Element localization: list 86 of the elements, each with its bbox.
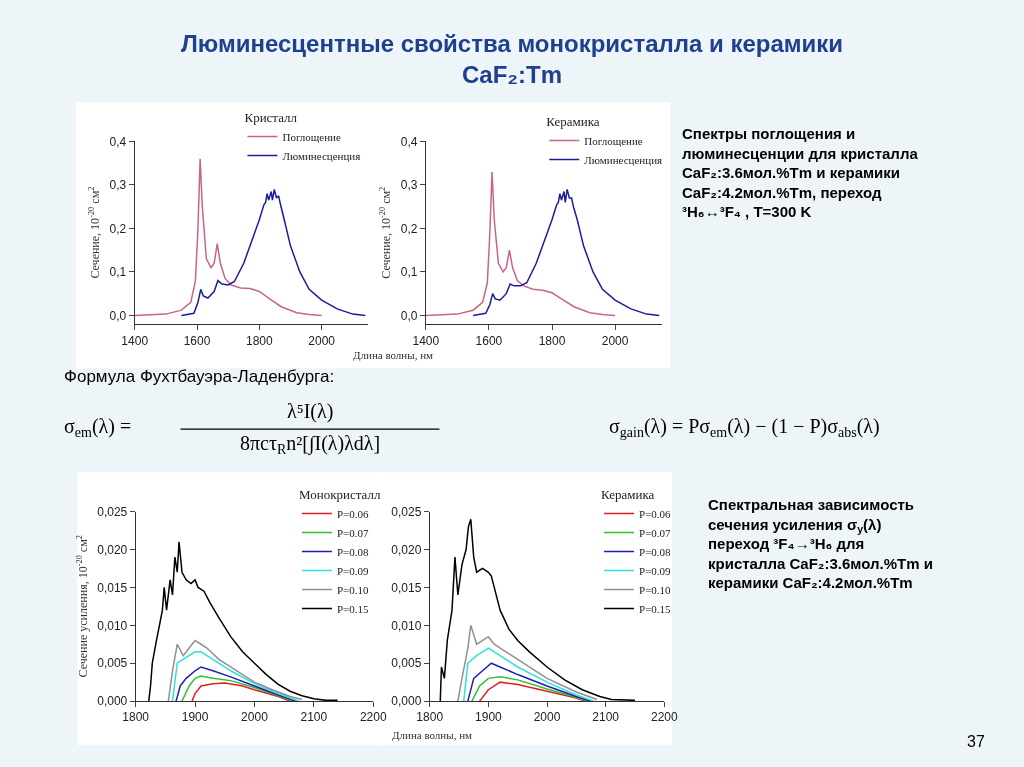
y-tick-label: 0,4 [109,134,127,149]
line-series [175,666,297,702]
y-tick-label: 0,010 [391,618,422,633]
x-tick-label: 1600 [183,333,211,348]
y-tick-label: 0,3 [400,178,418,193]
y-tick-label: 0,2 [400,221,418,236]
legend-label: P=0.10 [639,583,672,596]
x-tick-label: 2000 [308,333,336,348]
x-axis-title: Длина волны, нм [353,349,434,361]
text: λ⁵I(λ) [287,400,334,423]
y-tick-label: 0,0 [400,308,418,323]
x-tick-label: 1800 [245,333,273,348]
legend-label: Поглощение [584,134,643,147]
y-tick-label: 0,015 [97,580,128,595]
y-tick-label: 0,005 [97,656,128,671]
y-tick-label: 0,025 [391,504,422,519]
line-series [478,681,586,702]
y-tick-label: 0,3 [109,178,127,193]
text: σ$_{gain}$(λ) = Pσ$_{em}$(λ) − (1 − P)σ$_{abs}$(λ) [609,415,880,441]
x-tick-label: 2000 [241,710,269,725]
x-tick-label: 1800 [416,710,444,725]
x-tick-label: 1400 [412,333,440,348]
y-tick-label: 0,010 [97,618,128,633]
text: Спектральная зависимость сечения усиления σ$_{у}$(λ) переход ³F₄→³H₆ для кристалла CaF₂:3.6мол.%Tm и керамики CaF₂:4.2мол.%Tm [708,496,933,591]
legend-label: P=0.06 [639,507,672,520]
legend-title: Керамика [601,487,655,503]
x-tick-label: 1900 [181,710,209,725]
y-tick-label: 0,000 [97,694,128,709]
legend-label: Поглощение [282,130,341,143]
x-tick-label: 2100 [592,710,620,725]
x-tick-label: 1900 [475,710,503,725]
line-series [171,651,300,702]
text: Люминесцентные свойства монокристалла и керамики CaF₂:Tm [180,30,844,89]
line-series [467,662,592,702]
text: Формула Фухтбауэра-Ладенбурга: [64,367,335,386]
legend-label: P=0.06 [336,507,370,520]
legend-title: Керамика [546,114,600,129]
y-tick-label: 0,025 [97,504,128,519]
line-series [167,639,303,702]
y-tick-label: 0,015 [391,580,422,595]
line-series [191,682,291,702]
line-series [148,541,339,702]
legend-label: P=0.07 [336,526,370,539]
legend-label: P=0.15 [639,602,672,615]
y-tick-label: 0,020 [391,542,422,557]
line-series [439,518,636,702]
text: 8πcτ$_{R}$n²[∫I(λ)λdλ] [240,432,381,458]
line-series [181,675,294,702]
x-tick-label: 2000 [601,333,629,348]
line-series [472,188,661,317]
x-tick-label: 1600 [475,333,503,348]
legend-label: P=0.09 [639,564,672,577]
line-series [180,188,367,317]
legend-label: P=0.07 [639,526,672,539]
legend-label: Люминесценция [282,149,361,162]
y-tick-label: 0,2 [109,221,127,236]
x-tick-label: 1800 [538,333,566,348]
legend-label: P=0.08 [336,545,370,558]
legend-label: P=0.15 [336,602,370,615]
legend-label: Люминесценция [584,153,663,166]
x-tick-label: 2200 [651,710,679,725]
legend-title: Кристалл [244,110,298,126]
y-tick-label: 0,1 [109,265,127,280]
y-tick-label: 0,020 [97,542,128,557]
x-tick-label: 1800 [122,710,150,725]
legend-label: P=0.09 [336,564,370,577]
x-tick-label: 2000 [533,710,561,725]
legend-title: Монокристалл [298,487,381,503]
x-tick-label: 1400 [121,333,149,348]
line-series [457,624,598,702]
legend-label: P=0.10 [336,583,370,596]
x-tick-label: 2200 [359,710,387,725]
y-tick-label: 0,1 [400,265,418,280]
line-series [471,676,589,702]
line-series [425,171,616,317]
text: σ$_{em}$(λ) = [64,415,132,441]
text: 37 [967,733,985,750]
x-axis-title: Длина волны, нм [392,729,473,741]
line-series [462,647,595,702]
y-tick-label: 0,4 [400,134,418,149]
x-tick-label: 2100 [300,710,328,725]
y-tick-label: 0,0 [109,308,127,323]
legend-label: P=0.08 [639,545,672,558]
text: Спектры поглощения и люминесценции для кристалла CaF₂:3.6мол.%Tm и керамики CaF₂:4.2мол.%Tm, переход ³H₆↔³F₄ , T=300 K [682,125,919,220]
y-tick-label: 0,005 [391,656,422,671]
y-tick-label: 0,000 [391,694,422,709]
